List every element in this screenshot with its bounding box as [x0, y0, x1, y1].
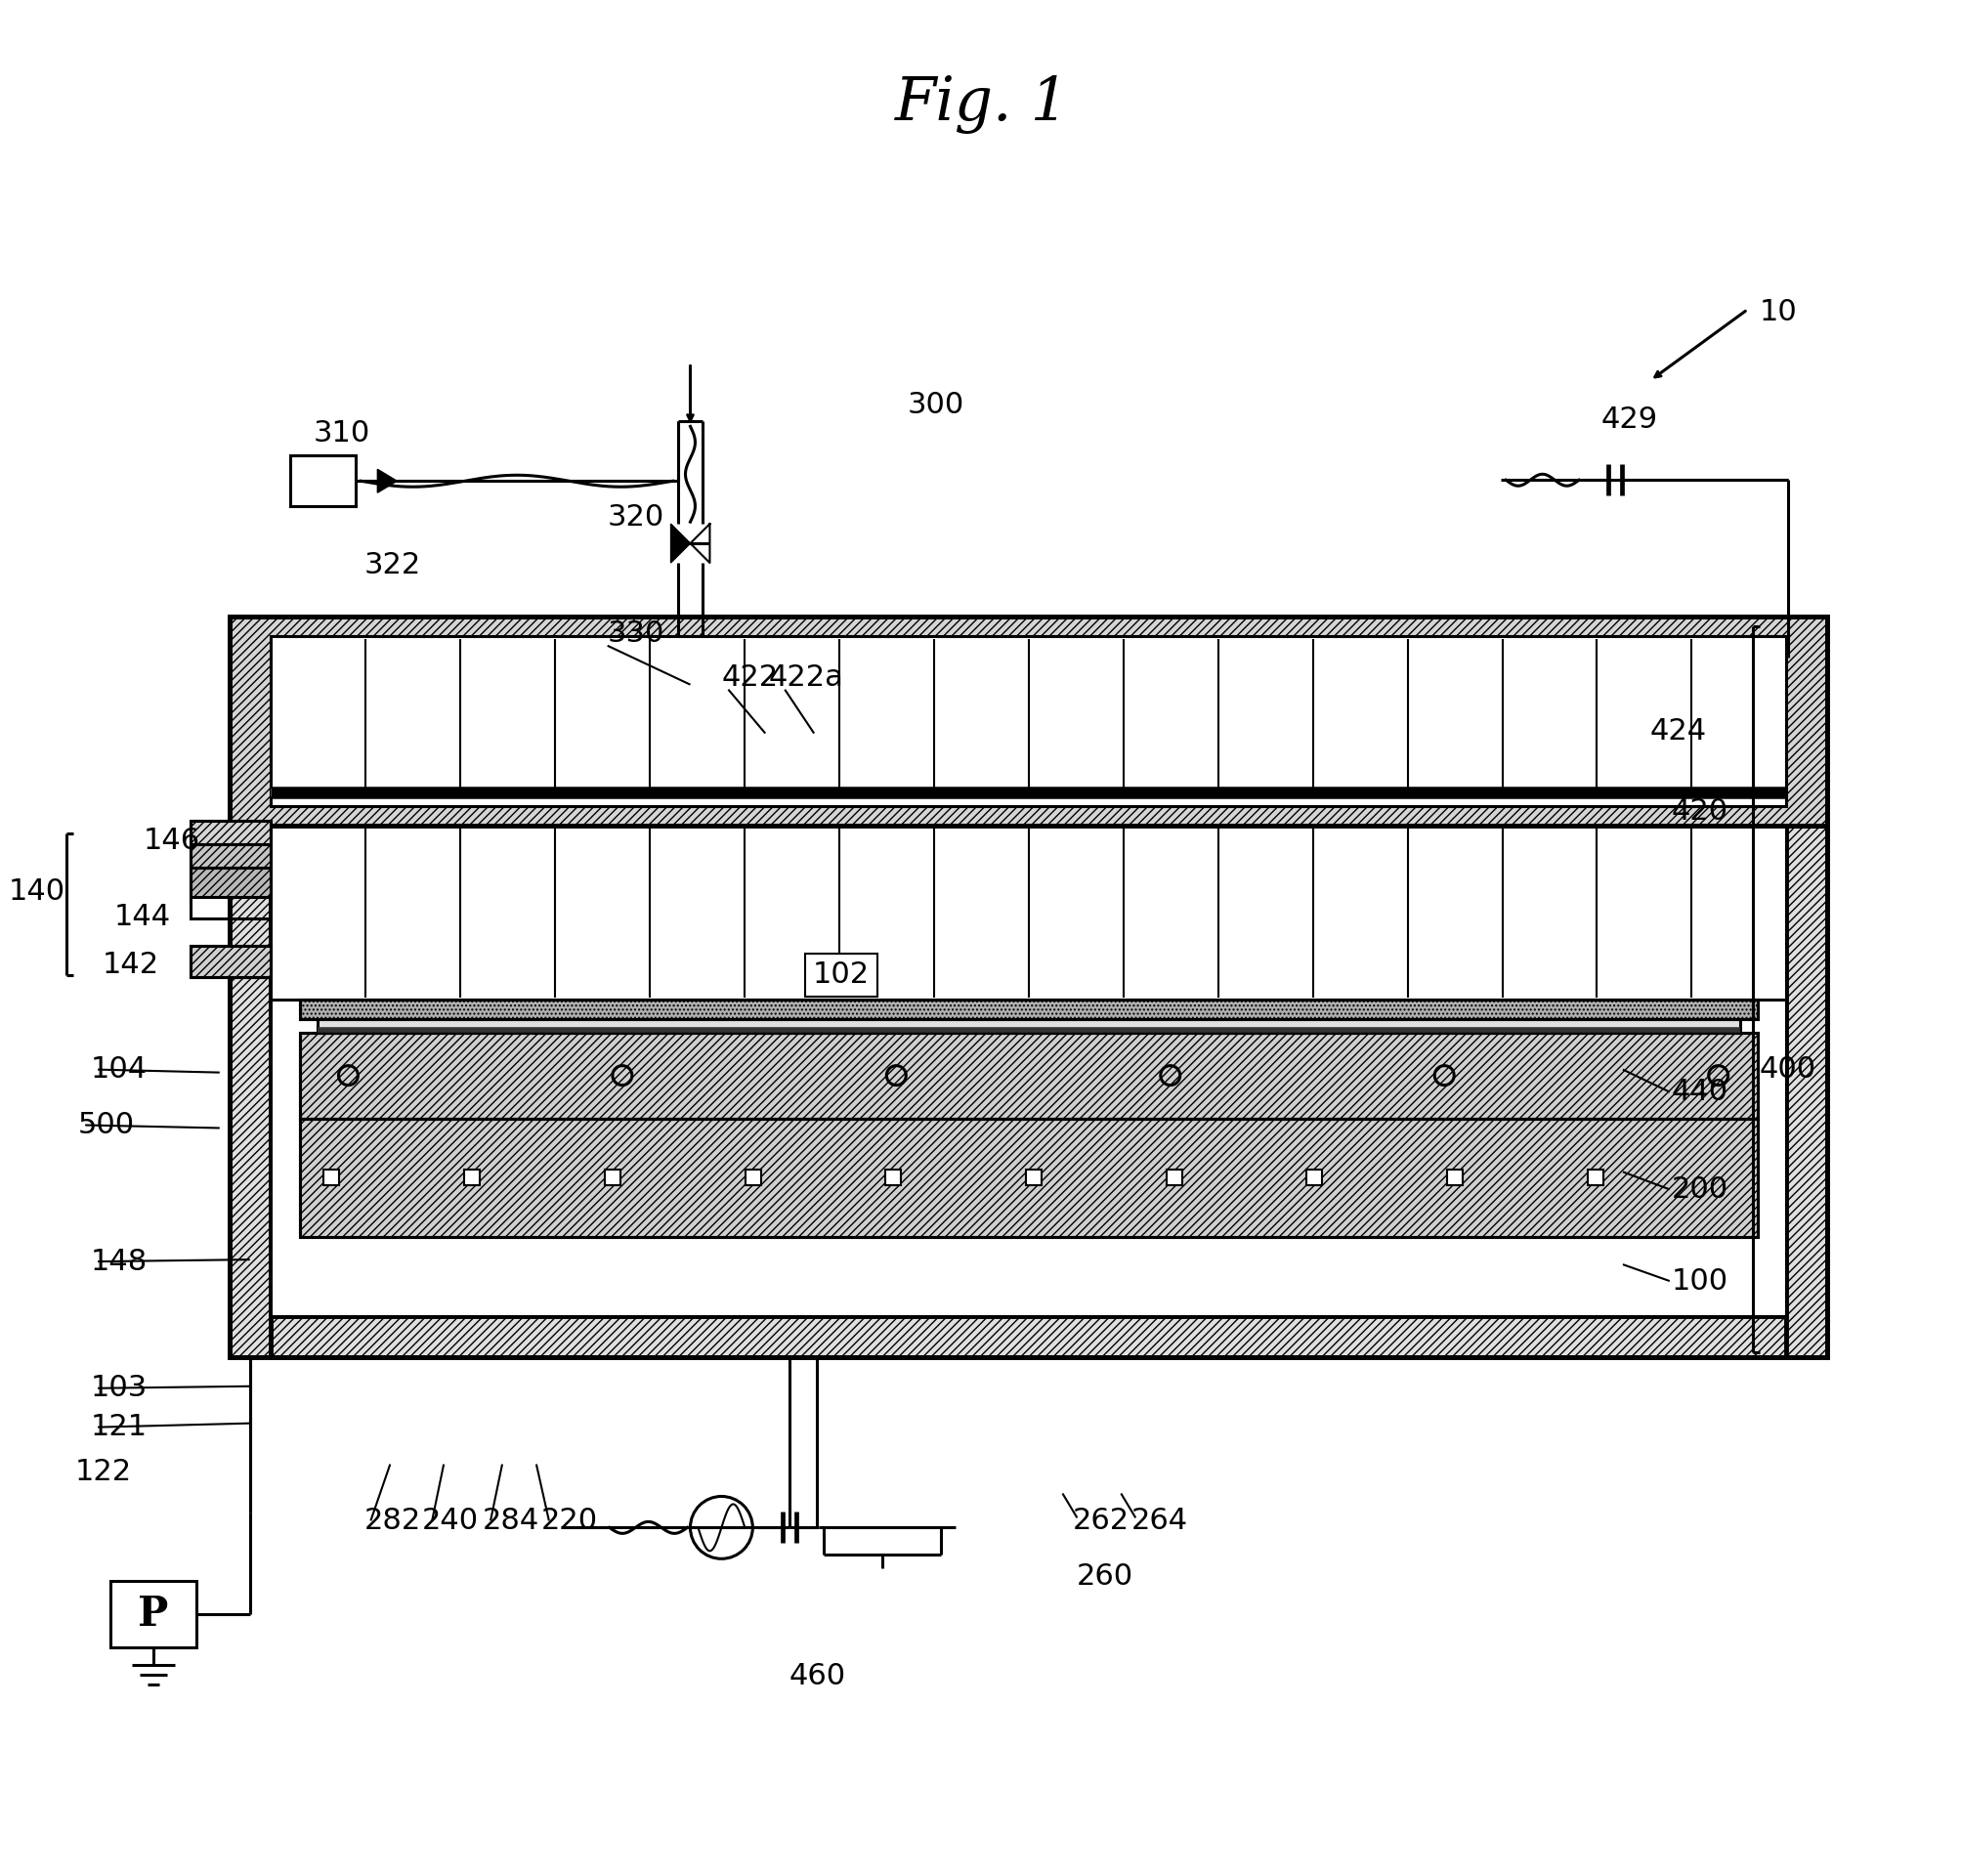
Bar	[229, 617, 1828, 825]
Text: Fig. 1: Fig. 1	[896, 75, 1071, 135]
Text: 146: 146	[143, 827, 200, 855]
Text: 322: 322	[365, 552, 422, 580]
Bar	[190, 822, 271, 919]
Bar	[271, 825, 1786, 1317]
Text: 104: 104	[90, 1056, 147, 1084]
Text: 142: 142	[102, 951, 159, 979]
Bar	[190, 946, 271, 977]
Bar	[300, 1000, 1757, 1019]
Polygon shape	[690, 523, 710, 563]
Bar	[324, 1171, 339, 1186]
Text: 200: 200	[1671, 1174, 1728, 1204]
Text: 500: 500	[78, 1111, 135, 1139]
Text: 103: 103	[90, 1373, 147, 1403]
Text: 460: 460	[788, 1662, 845, 1690]
Text: 400: 400	[1759, 1056, 1816, 1084]
Bar	[465, 1171, 480, 1186]
Bar	[1167, 1171, 1182, 1186]
Bar	[300, 1118, 1757, 1236]
Bar	[300, 1032, 1757, 1118]
Text: 300: 300	[908, 390, 965, 418]
Bar	[745, 1171, 761, 1186]
Text: 429: 429	[1602, 405, 1659, 433]
Bar	[604, 1171, 620, 1186]
Text: 122: 122	[75, 1458, 131, 1486]
Text: 140: 140	[10, 878, 65, 906]
Text: 424: 424	[1649, 717, 1706, 745]
Bar	[886, 1171, 902, 1186]
Text: 240: 240	[422, 1506, 478, 1535]
Text: 422: 422	[722, 664, 779, 692]
Bar	[190, 822, 271, 844]
Text: 422a: 422a	[769, 664, 843, 692]
Bar	[1588, 1171, 1604, 1186]
Polygon shape	[377, 469, 396, 493]
Text: 148: 148	[90, 1248, 147, 1276]
Bar	[229, 617, 271, 1356]
Text: 284: 284	[482, 1506, 539, 1535]
Bar	[1786, 617, 1828, 1356]
Text: 262: 262	[1073, 1506, 1130, 1535]
Text: 260: 260	[1077, 1563, 1133, 1591]
Bar	[290, 456, 357, 507]
Bar	[229, 617, 1828, 1356]
Bar	[271, 636, 1786, 807]
Text: 121: 121	[90, 1413, 147, 1441]
Text: P: P	[137, 1595, 169, 1634]
Text: 144: 144	[114, 902, 171, 930]
Text: 264: 264	[1131, 1506, 1188, 1535]
Bar	[1026, 1171, 1041, 1186]
Text: 10: 10	[1759, 298, 1796, 326]
Text: 310: 310	[314, 418, 371, 446]
Bar	[1306, 1171, 1322, 1186]
Text: 100: 100	[1671, 1266, 1728, 1294]
Bar	[190, 946, 271, 977]
Bar	[110, 1581, 196, 1647]
Bar	[190, 869, 271, 897]
Bar	[190, 844, 271, 869]
Text: 320: 320	[608, 503, 665, 531]
Text: 102: 102	[814, 961, 871, 989]
Bar	[229, 1317, 1828, 1356]
Bar	[229, 617, 1828, 825]
Bar	[318, 1019, 1739, 1032]
Text: 220: 220	[541, 1506, 598, 1535]
Text: 440: 440	[1671, 1079, 1728, 1107]
Polygon shape	[671, 523, 690, 563]
Bar	[300, 1000, 1757, 1019]
Text: 330: 330	[608, 619, 665, 647]
Text: 282: 282	[365, 1506, 422, 1535]
Bar	[1447, 1171, 1463, 1186]
Bar	[300, 1032, 1757, 1118]
Bar	[300, 1118, 1757, 1236]
Text: 420: 420	[1671, 797, 1728, 825]
Bar	[271, 790, 1786, 797]
